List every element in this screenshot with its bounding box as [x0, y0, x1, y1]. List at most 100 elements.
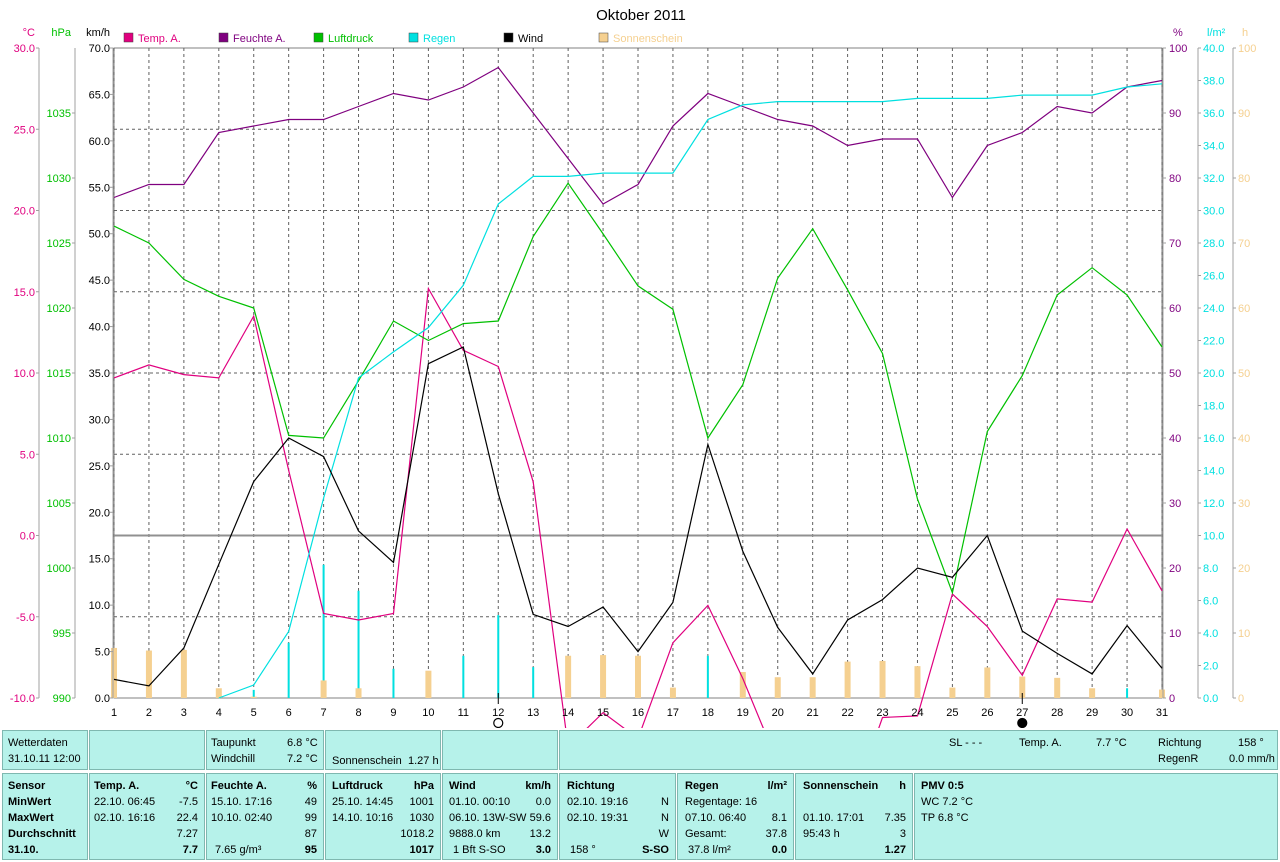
x-tick-label: 18 — [702, 707, 714, 719]
axis-label-temp: 25.0 — [14, 124, 35, 136]
sunshine-bar — [669, 687, 676, 698]
pressure-stats-title: Luftdruck — [332, 780, 383, 792]
axis-label-temp: 20.0 — [14, 206, 35, 218]
wind-stats-title: Wind — [449, 780, 476, 792]
pressure-stats-box: Luftdruck hPa 25.10. 14:45 1001 14.10. 1… — [325, 773, 441, 860]
wind-bft: 1 Bft S-SO — [453, 844, 506, 856]
dew-box: Taupunkt 6.8 °C Windchill 7.2 °C — [206, 730, 324, 770]
axis-label-sunshine: 70 — [1238, 238, 1250, 250]
x-tick-label: 8 — [355, 707, 361, 719]
sunshine-bar — [1019, 676, 1026, 698]
axis-label-humidity: 60 — [1169, 303, 1181, 315]
axis-label-rain: 10.0 — [1203, 531, 1224, 543]
axis-label-temp: 10.0 — [14, 368, 35, 380]
rain-bar — [706, 655, 709, 698]
rain-bar — [532, 667, 535, 698]
axis-label-rain: 6.0 — [1203, 596, 1218, 608]
wind-max-time: 06.10. 13W-SW — [449, 812, 527, 824]
legend-label: Wind — [518, 33, 543, 45]
rain-bar — [392, 668, 395, 698]
humidity-min-value: 49 — [304, 796, 317, 808]
x-tick-label: 23 — [876, 707, 888, 719]
axis-label-wind: 15.0 — [89, 554, 110, 566]
axis-label-temp: 0.0 — [20, 531, 35, 543]
pressure-max-value: 1030 — [409, 812, 434, 824]
rain-stats-box: Regen l/m² Regentage: 16 07.10. 06:40 8.… — [677, 773, 794, 860]
rain-max-value: 8.1 — [771, 812, 787, 824]
x-tick-label: 15 — [597, 707, 609, 719]
regenr-value: 0.0 mm/h — [1229, 753, 1275, 765]
sunshine-max-time: 01.10. 17:01 — [803, 812, 865, 824]
sunshine-bar — [1089, 688, 1096, 698]
rain-bar — [462, 655, 465, 698]
pressure-min-time: 25.10. 14:45 — [332, 796, 394, 808]
sunshine-bar — [320, 680, 327, 698]
axis-label-temp: 15.0 — [14, 287, 35, 299]
sunshine-stats-unit: h — [899, 780, 906, 792]
axis-label-temp: -5.0 — [16, 612, 35, 624]
sunshine-bar — [1054, 677, 1061, 698]
axis-label-rain: 28.0 — [1203, 238, 1224, 250]
rain-bar — [287, 642, 290, 698]
legend-label: Regen — [423, 33, 455, 45]
direction-min-time: 02.10. 19:16 — [567, 796, 629, 808]
axis-label-humidity: 40 — [1169, 433, 1181, 445]
pressure-stats-unit: hPa — [413, 780, 434, 792]
rain-bar — [322, 564, 325, 698]
sunshine-bar — [111, 647, 117, 698]
blank-box-1 — [89, 730, 205, 770]
axis-label-rain: 8.0 — [1203, 563, 1218, 575]
temp-stats-unit: °C — [185, 780, 198, 792]
axis-unit-pressure: hPa — [51, 27, 71, 39]
sunshine-bar — [565, 655, 572, 698]
temp-stats-title: Temp. A. — [94, 780, 140, 792]
sunshine-bar — [984, 667, 991, 698]
axis-label-wind: 55.0 — [89, 182, 110, 194]
axis-label-temp: -10.0 — [10, 693, 35, 705]
sunshine-total: 95:43 h — [803, 828, 840, 840]
x-tick-label: 12 — [492, 707, 504, 719]
x-tick-label: 1 — [111, 707, 117, 719]
status-box: SL - - - Temp. A. 7.7 °C Richtung 158 ° … — [559, 730, 1278, 770]
x-tick-label: 7 — [321, 707, 327, 719]
axis-label-wind: 35.0 — [89, 368, 110, 380]
temp-min-time: 22.10. 06:45 — [94, 796, 156, 808]
axis-label-rain: 40.0 — [1203, 43, 1224, 55]
axis-label-rain: 38.0 — [1203, 76, 1224, 88]
axis-unit-rain: l/m² — [1207, 27, 1226, 39]
humidity-min-time: 15.10. 17:16 — [211, 796, 273, 808]
wind-stats-unit: km/h — [525, 780, 551, 792]
direction-min-value: N — [661, 796, 669, 808]
taupunkt-label: Taupunkt — [211, 737, 256, 749]
richtung-value: 158 ° — [1238, 737, 1264, 749]
direction-max-value: N — [661, 812, 669, 824]
axis-label-humidity: 50 — [1169, 368, 1181, 380]
axis-label-rain: 26.0 — [1203, 271, 1224, 283]
wind-today-value: 3.0 — [535, 844, 551, 856]
pmv-title: PMV 0:5 — [921, 780, 964, 792]
axis-label-sunshine: 50 — [1238, 368, 1250, 380]
pmv-tp: TP 6.8 °C — [921, 812, 969, 824]
axis-label-wind: 30.0 — [89, 414, 110, 426]
axis-label-wind: 40.0 — [89, 322, 110, 334]
axis-label-rain: 2.0 — [1203, 661, 1218, 673]
x-tick-label: 25 — [946, 707, 958, 719]
x-tick-label: 3 — [181, 707, 187, 719]
legend-swatch — [123, 32, 134, 43]
axis-unit-temp: °C — [23, 27, 35, 39]
x-tick-label: 13 — [527, 707, 539, 719]
wind-distance: 9888.0 km — [449, 828, 501, 840]
pmv-wc: WC 7.2 °C — [921, 796, 974, 808]
sensor-today: 31.10. — [8, 844, 39, 856]
date-label: Wetterdaten — [8, 737, 68, 749]
humidity-abs-value: 7.65 g/m³ — [215, 844, 262, 856]
axis-label-humidity: 100 — [1169, 43, 1187, 55]
series-line-rain — [218, 83, 1163, 699]
axis-label-rain: 12.0 — [1203, 498, 1224, 510]
rain-total-value: 37.8 — [765, 828, 787, 840]
legend-swatch — [313, 32, 324, 43]
sensor-min: MinWert — [8, 796, 52, 808]
temp-max-time: 02.10. 16:16 — [94, 812, 156, 824]
axis-label-pressure: 1010 — [47, 433, 71, 445]
axis-label-wind: 20.0 — [89, 507, 110, 519]
